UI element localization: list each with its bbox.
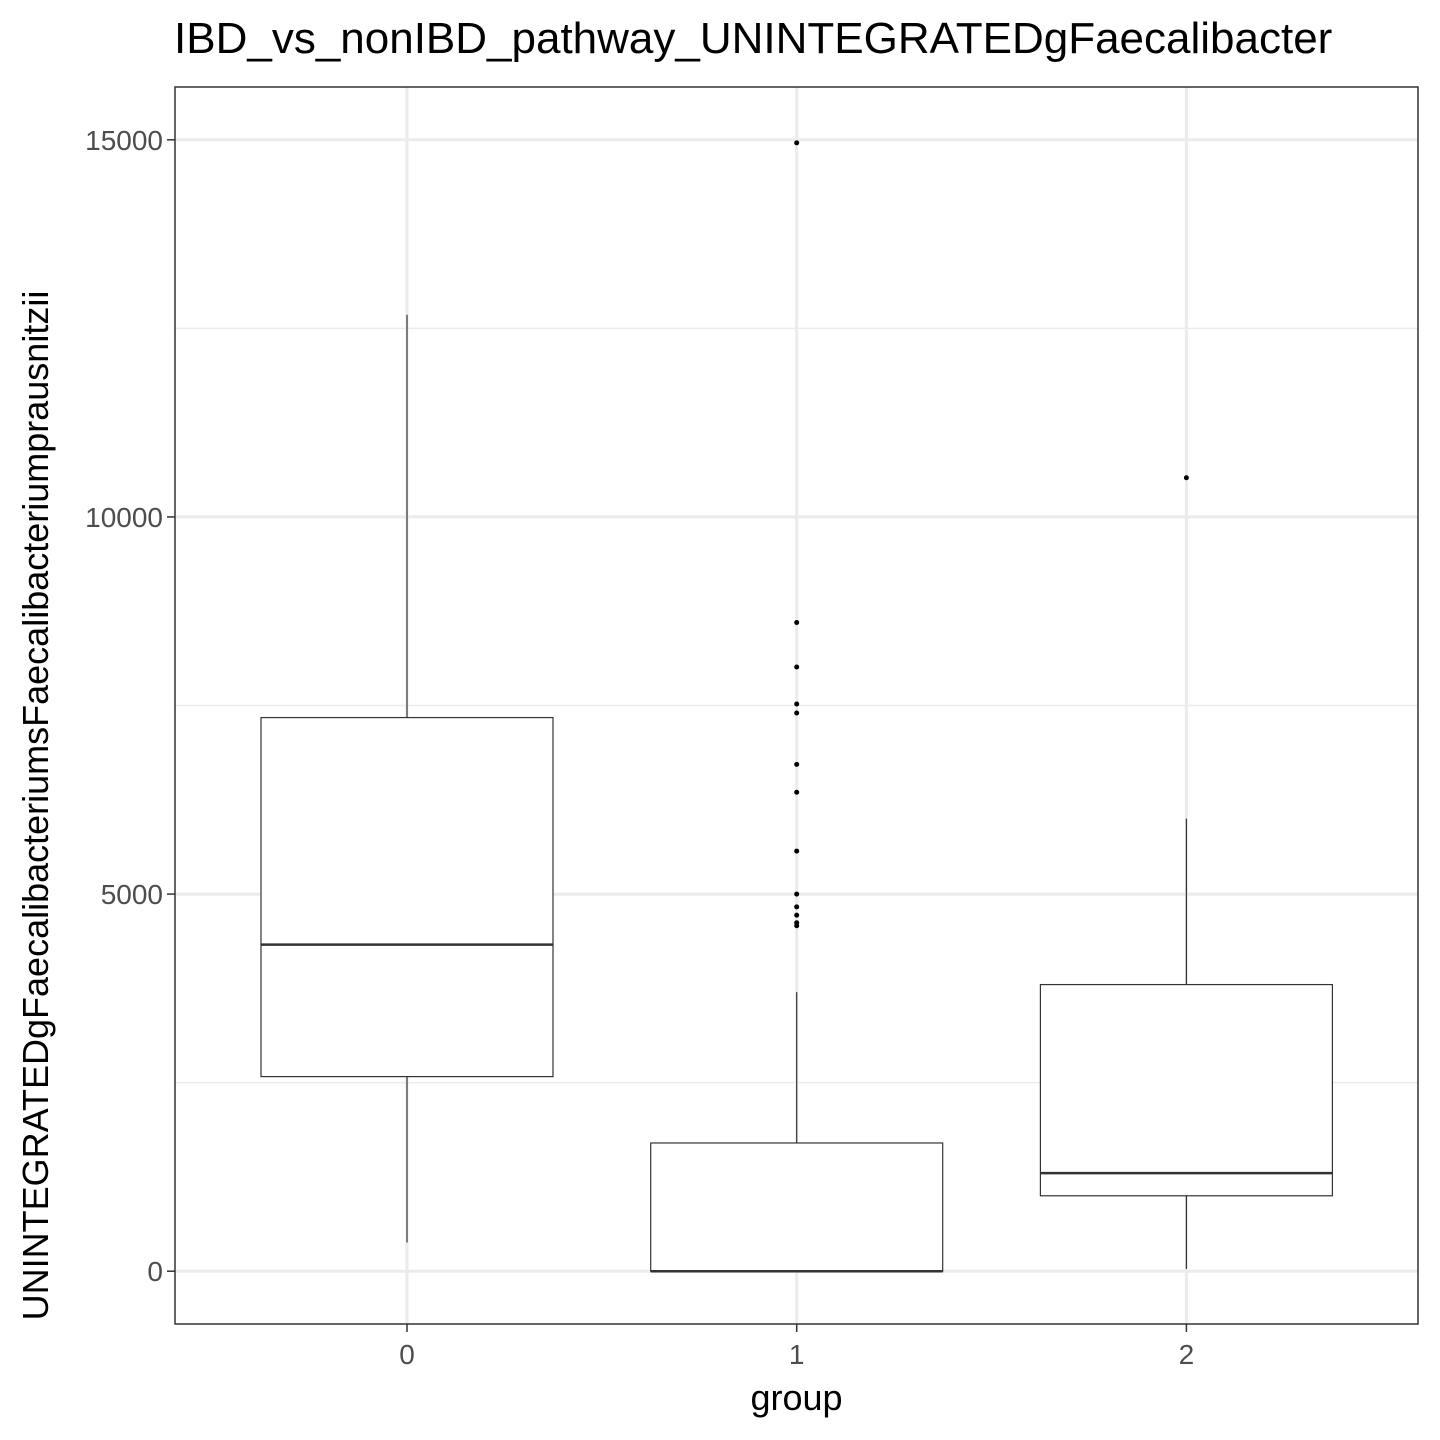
box bbox=[650, 1142, 944, 1272]
outlier-point bbox=[794, 140, 800, 146]
box-group-0 bbox=[260, 314, 554, 1243]
x-axis-title: group bbox=[750, 1377, 842, 1418]
y-axis-title: UNINTEGRATEDgFaecalibacteriumsFaecalibac… bbox=[15, 291, 56, 1321]
boxes bbox=[260, 140, 1334, 1273]
box-group-1 bbox=[650, 140, 944, 1273]
panel-border bbox=[174, 86, 1419, 1325]
outlier-point bbox=[794, 904, 800, 910]
box bbox=[1039, 983, 1334, 1197]
outlier-point bbox=[794, 710, 800, 716]
box-group-2 bbox=[1039, 475, 1334, 1269]
outlier-point bbox=[1183, 475, 1189, 481]
outlier-point bbox=[794, 912, 800, 918]
y-tick-label: 0 bbox=[147, 1256, 163, 1287]
y-tick-label: 5000 bbox=[101, 879, 163, 910]
x-tick-label: 1 bbox=[789, 1339, 805, 1370]
axis-ticks: 0 5000 10000 15000 0 1 2 bbox=[85, 125, 1194, 1370]
x-tick-label: 2 bbox=[1179, 1339, 1195, 1370]
outlier-point bbox=[794, 923, 800, 929]
outlier-point bbox=[794, 789, 800, 795]
outlier-point bbox=[794, 848, 800, 854]
outlier-point bbox=[794, 891, 800, 897]
x-tick-label: 0 bbox=[399, 1339, 415, 1370]
outlier-point bbox=[794, 761, 800, 767]
y-tick-label: 15000 bbox=[85, 125, 163, 156]
chart-title: IBD_vs_nonIBD_pathway_UNINTEGRATEDgFaeca… bbox=[174, 14, 1333, 63]
outlier-point bbox=[794, 664, 800, 670]
y-tick-label: 10000 bbox=[85, 502, 163, 533]
outlier-point bbox=[794, 701, 800, 707]
box bbox=[260, 716, 554, 1078]
outlier-point bbox=[794, 620, 800, 626]
